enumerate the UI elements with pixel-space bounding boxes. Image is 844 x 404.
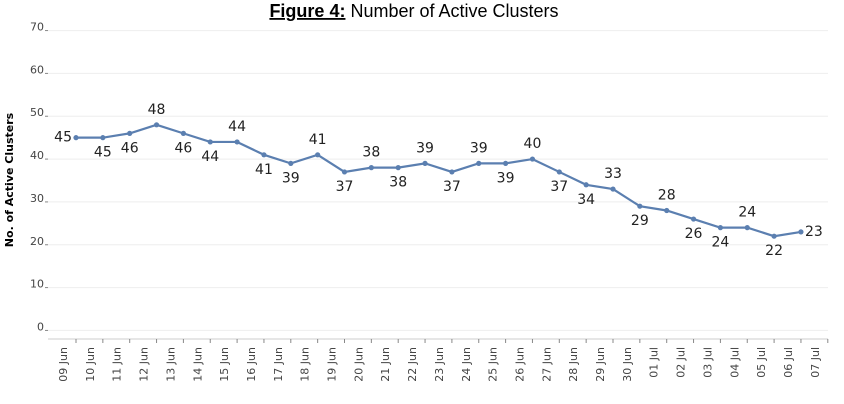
- y-tick-label: 60: [30, 63, 44, 76]
- data-label: 24: [738, 205, 756, 221]
- x-tick-label: 22 Jun: [406, 347, 419, 382]
- data-label: 37: [443, 179, 461, 195]
- x-tick-label: 16 Jun: [245, 347, 258, 382]
- data-point: [180, 130, 186, 136]
- data-label: 41: [255, 162, 273, 178]
- data-point: [261, 152, 267, 158]
- data-point: [207, 139, 213, 145]
- y-tick-label: 0: [37, 320, 44, 333]
- x-tick-label: 18 Jun: [299, 347, 312, 382]
- data-point: [127, 130, 133, 136]
- series-line: [76, 123, 802, 238]
- data-point: [529, 156, 536, 162]
- x-tick-label: 05 Jul: [755, 347, 768, 378]
- title-label: Figure 4:: [269, 1, 345, 21]
- y-tick-label: 20: [30, 235, 44, 248]
- data-label: 33: [604, 166, 622, 182]
- data-label: 29: [631, 213, 649, 229]
- data-point: [610, 186, 616, 192]
- x-tick-label: 17 Jun: [272, 347, 285, 382]
- data-label: 45: [54, 130, 72, 146]
- data-point: [717, 225, 724, 231]
- data-point: [664, 207, 670, 214]
- x-tick-label: 23 Jun: [433, 347, 446, 382]
- data-label: 37: [550, 179, 568, 195]
- data-label: 22: [765, 243, 783, 259]
- data-label: 37: [336, 179, 354, 195]
- x-tick-label: 02 Jul: [675, 347, 688, 378]
- data-point: [556, 169, 562, 175]
- data-label: 45: [94, 145, 112, 161]
- x-tick-label: 27 Jun: [540, 347, 553, 382]
- x-tick-label: 07 Jul: [809, 347, 822, 378]
- x-tick-label: 25 Jun: [487, 347, 500, 382]
- data-point: [73, 135, 79, 141]
- data-point: [395, 165, 401, 171]
- y-tick-label: 40: [30, 149, 44, 162]
- data-label: 38: [362, 145, 380, 161]
- x-tick-label: 03 Jul: [701, 347, 714, 378]
- data-point: [100, 135, 106, 141]
- data-label: 44: [228, 119, 246, 135]
- x-tick-label: 24 Jun: [460, 347, 473, 382]
- data-label: 39: [282, 170, 300, 186]
- x-tick-label: 01 Jul: [648, 347, 661, 378]
- data-point: [368, 165, 374, 171]
- y-tick-label: 70: [30, 21, 44, 34]
- x-tick-label: 19 Jun: [326, 347, 339, 382]
- x-tick-label: 09 Jun: [57, 347, 70, 382]
- data-label: 39: [497, 170, 515, 186]
- x-tick-label: 10 Jun: [84, 347, 97, 382]
- x-tick-label: 21 Jun: [379, 347, 392, 382]
- x-tick-label: 29 Jun: [594, 347, 607, 382]
- data-label: 44: [201, 149, 219, 165]
- x-tick-label: 15 Jun: [218, 347, 231, 382]
- data-point: [153, 122, 160, 128]
- data-label: 46: [174, 140, 192, 156]
- data-point: [288, 160, 294, 166]
- data-point: [637, 203, 643, 209]
- x-tick-label: 13 Jun: [164, 347, 177, 382]
- data-point: [690, 216, 697, 222]
- data-point: [798, 229, 804, 235]
- x-tick-label: 26 Jun: [513, 347, 526, 382]
- data-label: 26: [685, 226, 703, 242]
- data-point: [583, 182, 589, 188]
- x-tick-label: 11 Jun: [111, 347, 124, 382]
- x-tick-label: 14 Jun: [191, 347, 204, 382]
- data-point: [422, 160, 428, 166]
- data-label: 38: [389, 175, 407, 191]
- data-label: 23: [805, 224, 823, 240]
- data-label: 39: [416, 140, 434, 156]
- chart-title: Figure 4: Number of Active Clusters: [269, 1, 558, 21]
- y-axis-label: No. of Active Clusters: [3, 112, 16, 247]
- title-text: Number of Active Clusters: [350, 1, 558, 21]
- data-point: [315, 152, 321, 158]
- x-tick-label: 20 Jun: [352, 347, 365, 382]
- data-label: 39: [470, 140, 488, 156]
- x-tick-label: 06 Jul: [782, 347, 795, 378]
- data-point: [341, 169, 348, 175]
- y-tick-label: 10: [30, 278, 44, 291]
- data-point: [476, 160, 482, 166]
- data-label: 24: [711, 235, 729, 251]
- x-tick-label: 12 Jun: [138, 347, 151, 382]
- data-point: [771, 233, 777, 239]
- x-tick-label: 30 Jun: [621, 347, 634, 382]
- data-label: 48: [148, 102, 166, 118]
- data-label: 41: [309, 132, 327, 148]
- data-label: 46: [121, 140, 139, 156]
- y-tick-label: 30: [30, 192, 44, 205]
- data-point: [503, 160, 509, 166]
- data-label: 28: [658, 187, 676, 203]
- x-tick-label: 04 Jul: [728, 347, 741, 378]
- data-point: [449, 169, 455, 175]
- data-point: [234, 139, 240, 145]
- y-tick-label: 50: [30, 106, 44, 119]
- data-label: 40: [524, 136, 542, 152]
- data-point: [744, 225, 750, 231]
- data-label: 34: [577, 192, 595, 208]
- x-tick-label: 28 Jun: [567, 347, 580, 382]
